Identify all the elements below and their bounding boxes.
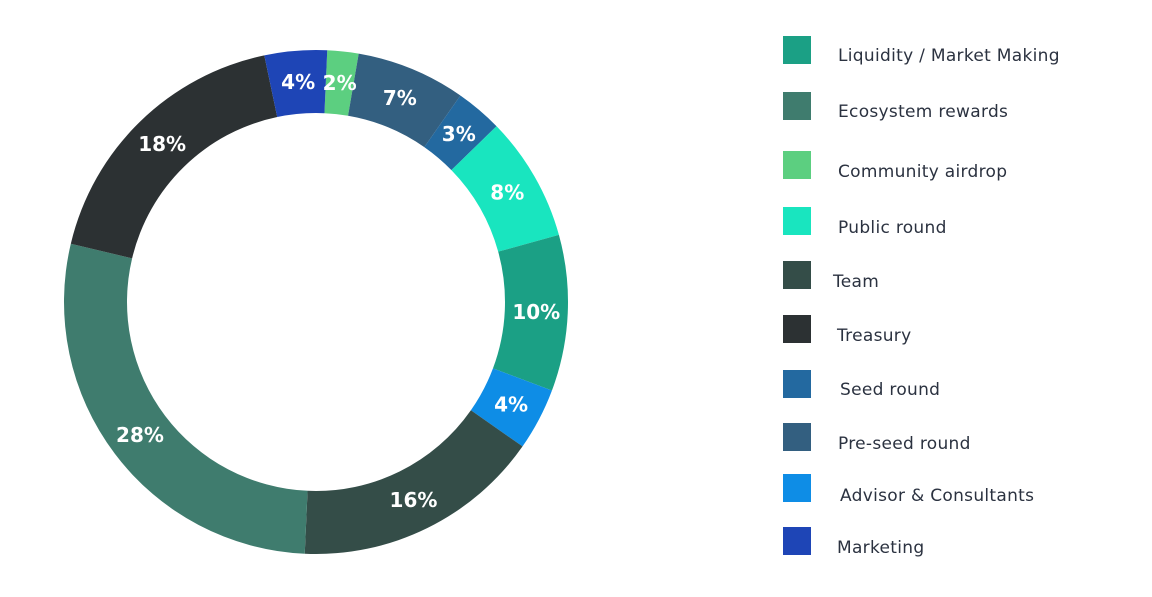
legend-label: Liquidity / Market Making [838, 46, 1060, 66]
legend-label: Public round [838, 218, 947, 238]
legend-swatch [783, 92, 811, 120]
legend-swatch [783, 315, 811, 343]
slice-public-round [451, 126, 559, 252]
slice-label-marketing: 4% [281, 70, 315, 94]
slice-ecosystem-rewards [64, 243, 308, 554]
slice-label-community-airdrop: 2% [323, 71, 357, 95]
slice-label-ecosystem-rewards: 28% [116, 423, 164, 447]
slice-label-team: 16% [390, 488, 438, 512]
legend-label: Treasury [837, 326, 912, 346]
slice-label-pre-seed-round: 7% [383, 86, 417, 110]
slice-community-airdrop [324, 50, 359, 116]
slice-marketing [264, 49, 328, 118]
slice-label-seed-round: 3% [442, 122, 476, 146]
donut-chart: 2% 7% 3% 8% 10% 4% 16% 28% 18% 4% [64, 49, 569, 554]
slice-team [304, 410, 523, 554]
slice-label-treasury: 18% [138, 132, 186, 156]
legend-swatch [783, 423, 811, 451]
legend-label: Pre-seed round [838, 434, 971, 454]
legend-swatch [783, 474, 811, 502]
legend-label: Community airdrop [838, 162, 1008, 182]
slice-label-public-round: 8% [490, 180, 524, 204]
legend-label: Ecosystem rewards [838, 102, 1009, 122]
legend-label: Team [833, 272, 880, 292]
legend-swatch [783, 527, 811, 555]
legend-swatch [783, 151, 811, 179]
slice-seed-round [424, 95, 497, 171]
legend-swatch [783, 207, 811, 235]
slice-label-liquidity-market-making: 10% [512, 300, 560, 324]
legend-swatch [783, 261, 811, 289]
slice-advisor-consultants [470, 368, 552, 447]
legend-label: Advisor & Consultants [840, 486, 1035, 506]
slice-pre-seed-round [348, 53, 461, 148]
legend-label: Seed round [840, 380, 941, 400]
legend-swatch [783, 36, 811, 64]
slice-label-advisor-consultants: 4% [494, 393, 528, 417]
slice-treasury [70, 55, 278, 259]
legend-label: Marketing [837, 538, 925, 558]
slice-liquidity-market-making [492, 234, 569, 391]
legend-swatch [783, 370, 811, 398]
